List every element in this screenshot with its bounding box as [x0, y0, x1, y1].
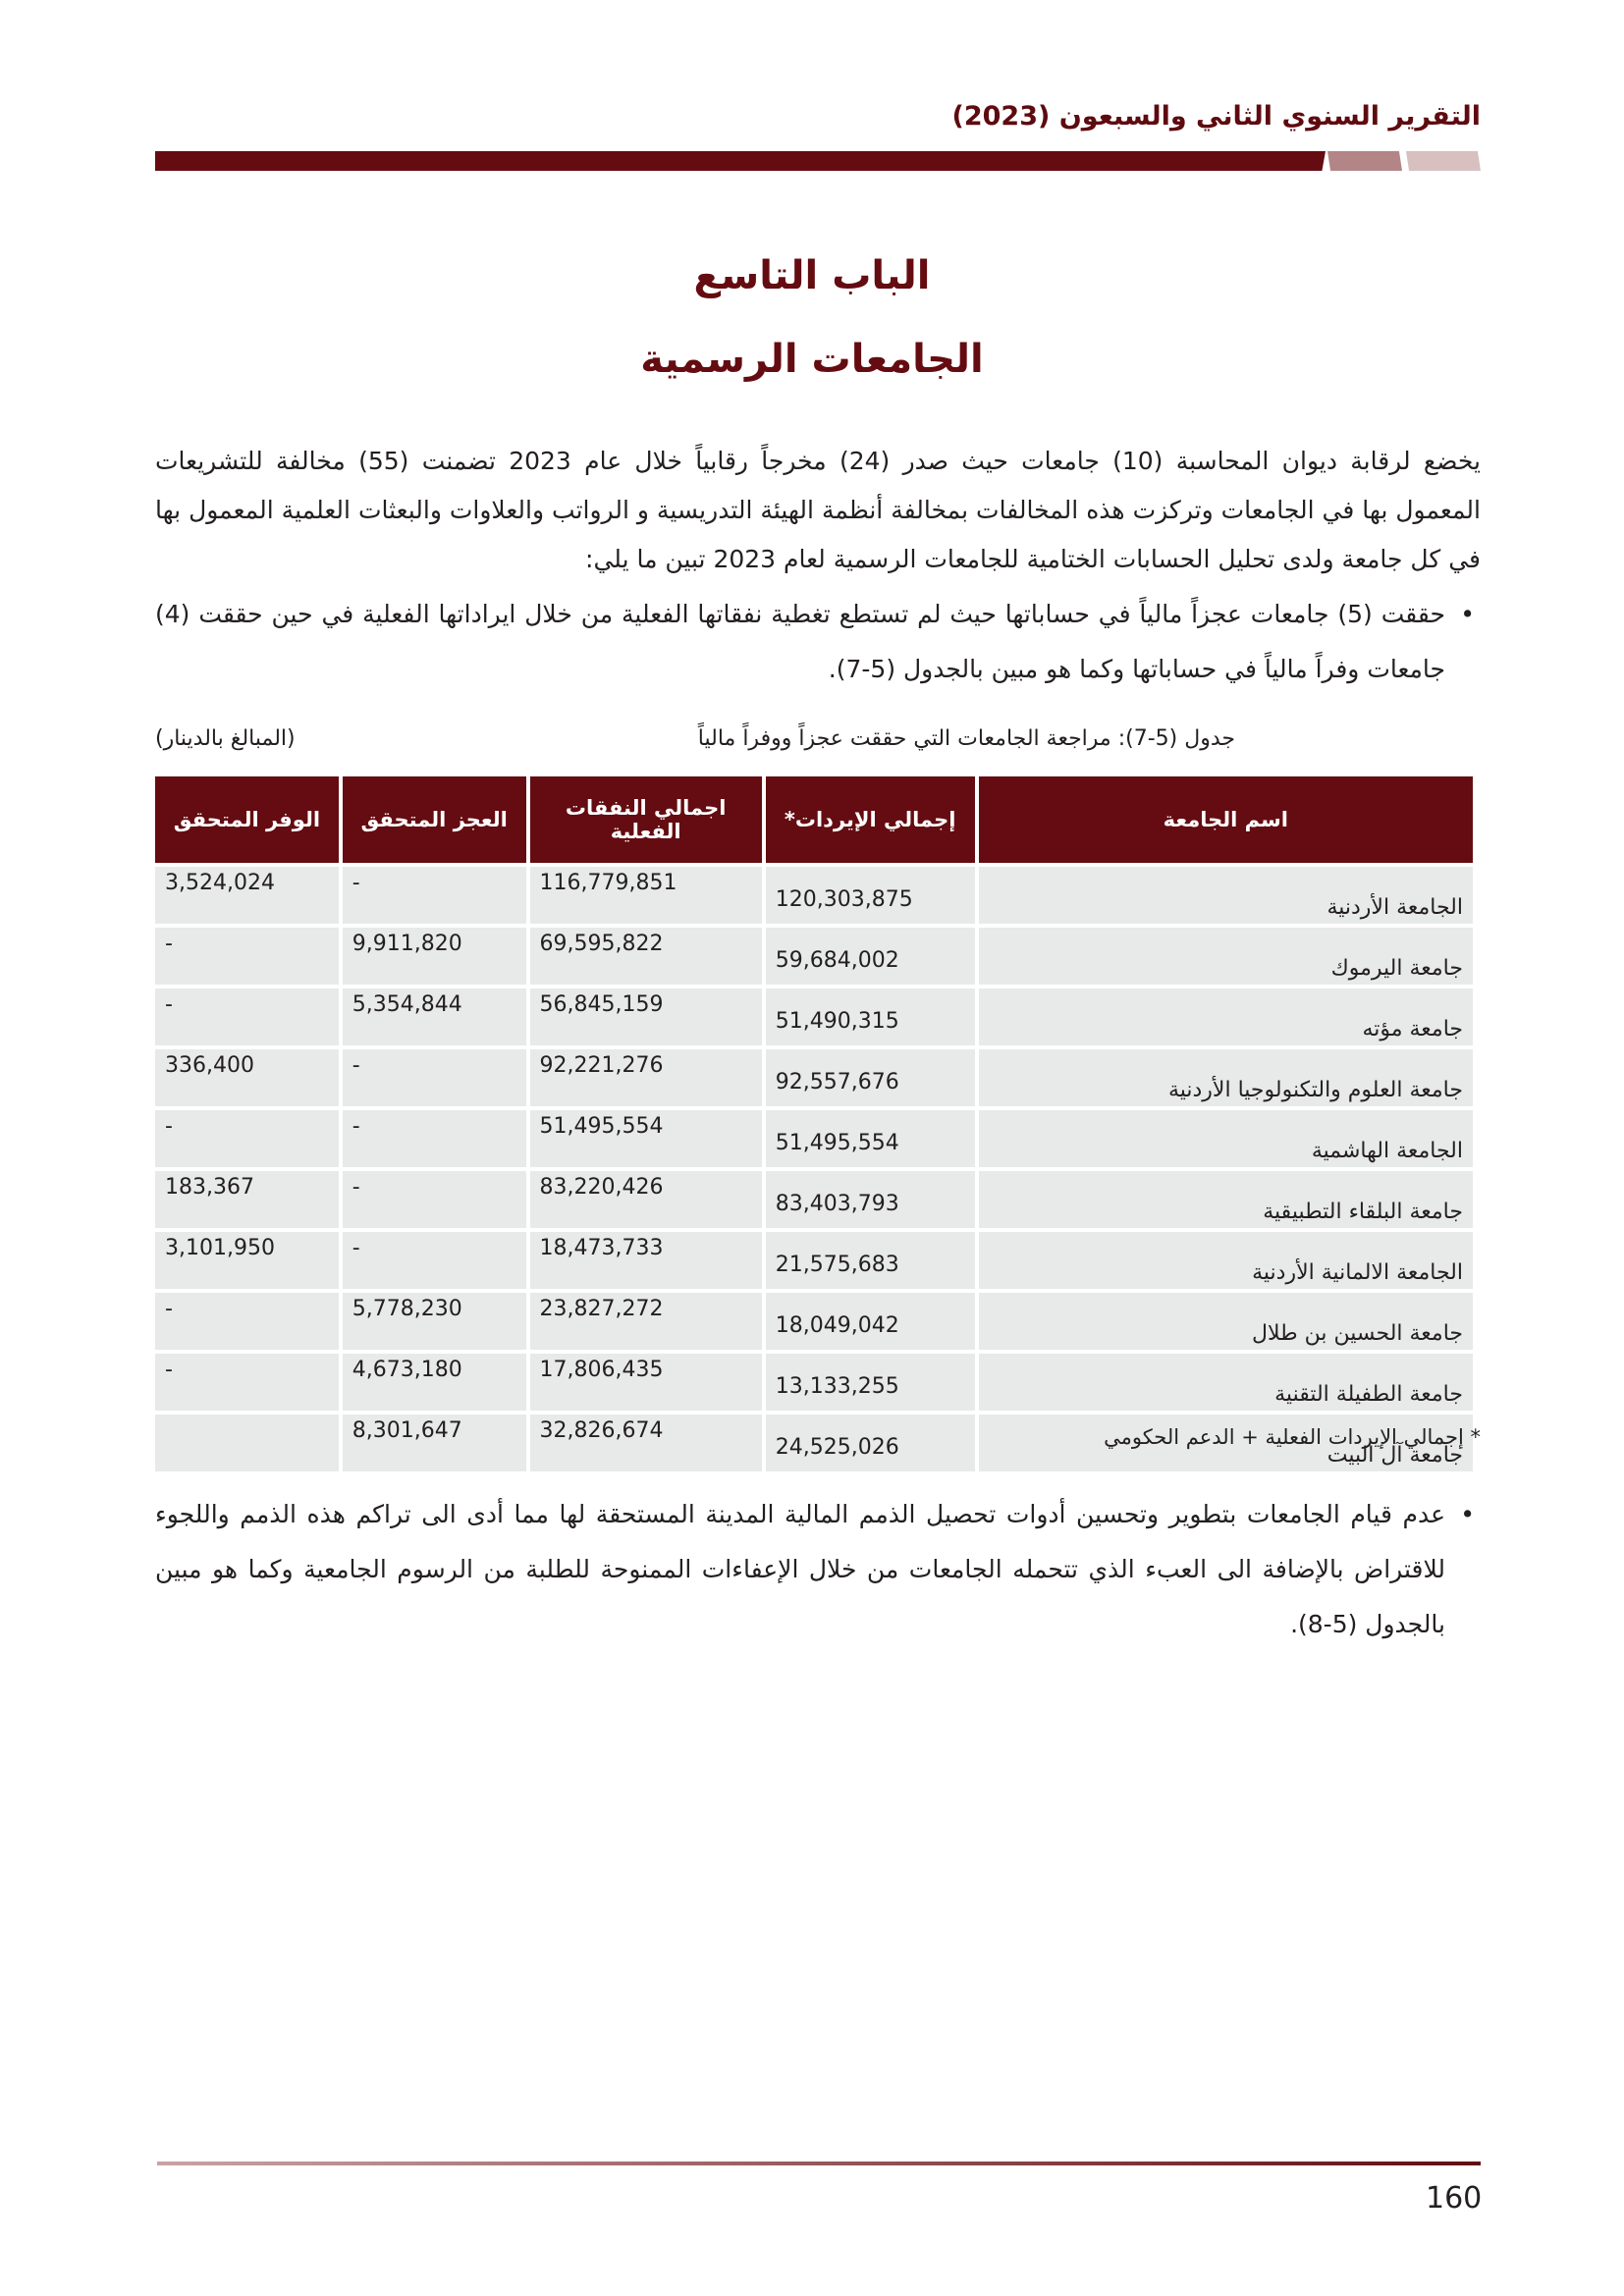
table-row: جامعة آل البيت 24,525,026 32,826,674 8,301,…: [155, 1415, 1473, 1471]
report-header-title: التقرير السنوي الثاني والسبعون (2023): [951, 101, 1481, 132]
expenses-cell: 18,473,733: [529, 1232, 762, 1289]
expenses-cell: 17,806,435: [529, 1354, 762, 1411]
surplus-cell: 183,367: [155, 1171, 339, 1228]
surplus-cell: -: [155, 1110, 339, 1167]
university-name-cell: الجامعة الهاشمية: [978, 1110, 1473, 1167]
header-bar-accent-light: [1406, 151, 1481, 171]
revenue-cell: 51,490,315: [765, 988, 975, 1045]
university-name-cell: جامعة اليرموك: [978, 928, 1473, 985]
header-bar-accent: [1327, 151, 1402, 171]
surplus-cell: -: [155, 1293, 339, 1350]
footer-divider: [157, 2162, 1481, 2165]
chapter-number-title: الباب التاسع: [693, 253, 931, 298]
deficit-cell: 9,911,820: [342, 928, 526, 985]
expenses-cell: 32,826,674: [529, 1415, 762, 1471]
deficit-cell: 5,778,230: [342, 1293, 526, 1350]
revenue-cell: 24,525,026: [765, 1415, 975, 1471]
bullet-icon: •: [1460, 600, 1475, 628]
bullet-icon: •: [1460, 1500, 1475, 1528]
expenses-cell: 69,595,822: [529, 928, 762, 985]
university-name-cell: جامعة مؤته: [978, 988, 1473, 1045]
revenue-cell: 92,557,676: [765, 1049, 975, 1106]
table-row: جامعة الحسين بن طلال 18,049,042 23,827,272…: [155, 1293, 1473, 1350]
bullet-item: • حققت (5) جامعات عجزاً مالياً في حسابات…: [155, 587, 1481, 697]
revenue-cell: 18,049,042: [765, 1293, 975, 1350]
deficit-cell: -: [342, 1171, 526, 1228]
revenue-cell: 120,303,875: [765, 867, 975, 924]
table-row: الجامعة الالمانية الأردنية 21,575,683 18,4…: [155, 1232, 1473, 1289]
university-name-cell: جامعة البلقاء التطبيقية: [978, 1171, 1473, 1228]
bullet-text: حققت (5) جامعات عجزاً مالياً في حساباتها…: [155, 600, 1445, 683]
revenue-cell: 83,403,793: [765, 1171, 975, 1228]
surplus-cell: 336,400: [155, 1049, 339, 1106]
revenue-cell: 59,684,002: [765, 928, 975, 985]
surplus-cell: 3,101,950: [155, 1232, 339, 1289]
deficit-cell: 4,673,180: [342, 1354, 526, 1411]
column-header: اسم الجامعة: [978, 776, 1473, 863]
revenue-cell: 51,495,554: [765, 1110, 975, 1167]
table-unit: (المبالغ بالدينار): [155, 726, 296, 751]
expenses-cell: 116,779,851: [529, 867, 762, 924]
deficit-cell: -: [342, 1049, 526, 1106]
surplus-cell: -: [155, 988, 339, 1045]
table-row: جامعة العلوم والتكنولوجيا الأردنية 92,557…: [155, 1049, 1473, 1106]
university-name-cell: جامعة العلوم والتكنولوجيا الأردنية: [978, 1049, 1473, 1106]
bullet-text: عدم قيام الجامعات بتطوير وتحسين أدوات تح…: [155, 1500, 1445, 1638]
header-bar: [155, 151, 1326, 171]
table-header-row: اسم الجامعة إجمالي الإيردات* اجمالي النفقا…: [155, 776, 1473, 863]
expenses-cell: 56,845,159: [529, 988, 762, 1045]
surplus-cell: [155, 1415, 339, 1471]
surplus-cell: 3,524,024: [155, 867, 339, 924]
university-name-cell: جامعة آل البيت: [978, 1415, 1473, 1471]
table-footnote: * إجمالي الإيردات الفعلية + الدعم الحكوم…: [1104, 1425, 1481, 1449]
chapter-title: الجامعات الرسمية: [640, 337, 984, 382]
column-header: إجمالي الإيردات*: [765, 776, 975, 863]
table-row: جامعة مؤته 51,490,315 56,845,159 5,354,844-: [155, 988, 1473, 1045]
expenses-cell: 51,495,554: [529, 1110, 762, 1167]
expenses-cell: 23,827,272: [529, 1293, 762, 1350]
revenue-cell: 13,133,255: [765, 1354, 975, 1411]
deficit-cell: -: [342, 1110, 526, 1167]
column-header: الوفر المتحقق: [155, 776, 339, 863]
table-title: جدول (5-7): مراجعة الجامعات التي حققت عج…: [697, 726, 1235, 751]
revenue-cell: 21,575,683: [765, 1232, 975, 1289]
university-name-cell: جامعة الطفيلة التقنية: [978, 1354, 1473, 1411]
deficit-cell: 8,301,647: [342, 1415, 526, 1471]
table-row: جامعة اليرموك 59,684,002 69,595,822 9,911,8…: [155, 928, 1473, 985]
table-row: الجامعة الهاشمية 51,495,554 51,495,554- -: [155, 1110, 1473, 1167]
university-name-cell: الجامعة الأردنية: [978, 867, 1473, 924]
surplus-cell: -: [155, 928, 339, 985]
table-row: جامعة الطفيلة التقنية 13,133,255 17,806,43…: [155, 1354, 1473, 1411]
table-row: الجامعة الأردنية 120,303,875 116,779,851-3…: [155, 867, 1473, 924]
expenses-cell: 83,220,426: [529, 1171, 762, 1228]
universities-table: اسم الجامعة إجمالي الإيردات* اجمالي النفقا…: [151, 773, 1477, 1475]
page-number: 160: [1426, 2181, 1483, 2216]
bullet-item: • عدم قيام الجامعات بتطوير وتحسين أدوات …: [155, 1487, 1481, 1652]
table-caption: جدول (5-7): مراجعة الجامعات التي حققت عج…: [155, 726, 1481, 758]
deficit-cell: -: [342, 867, 526, 924]
column-header: العجز المتحقق: [342, 776, 526, 863]
university-name-cell: جامعة الحسين بن طلال: [978, 1293, 1473, 1350]
deficit-cell: -: [342, 1232, 526, 1289]
deficit-cell: 5,354,844: [342, 988, 526, 1045]
surplus-cell: -: [155, 1354, 339, 1411]
table-row: جامعة البلقاء التطبيقية 83,403,793 83,220,…: [155, 1171, 1473, 1228]
university-name-cell: الجامعة الالمانية الأردنية: [978, 1232, 1473, 1289]
expenses-cell: 92,221,276: [529, 1049, 762, 1106]
intro-paragraph: يخضع لرقابة ديوان المحاسبة (10) جامعات ح…: [155, 447, 1481, 573]
column-header: اجمالي النفقات الفعلية: [529, 776, 762, 863]
